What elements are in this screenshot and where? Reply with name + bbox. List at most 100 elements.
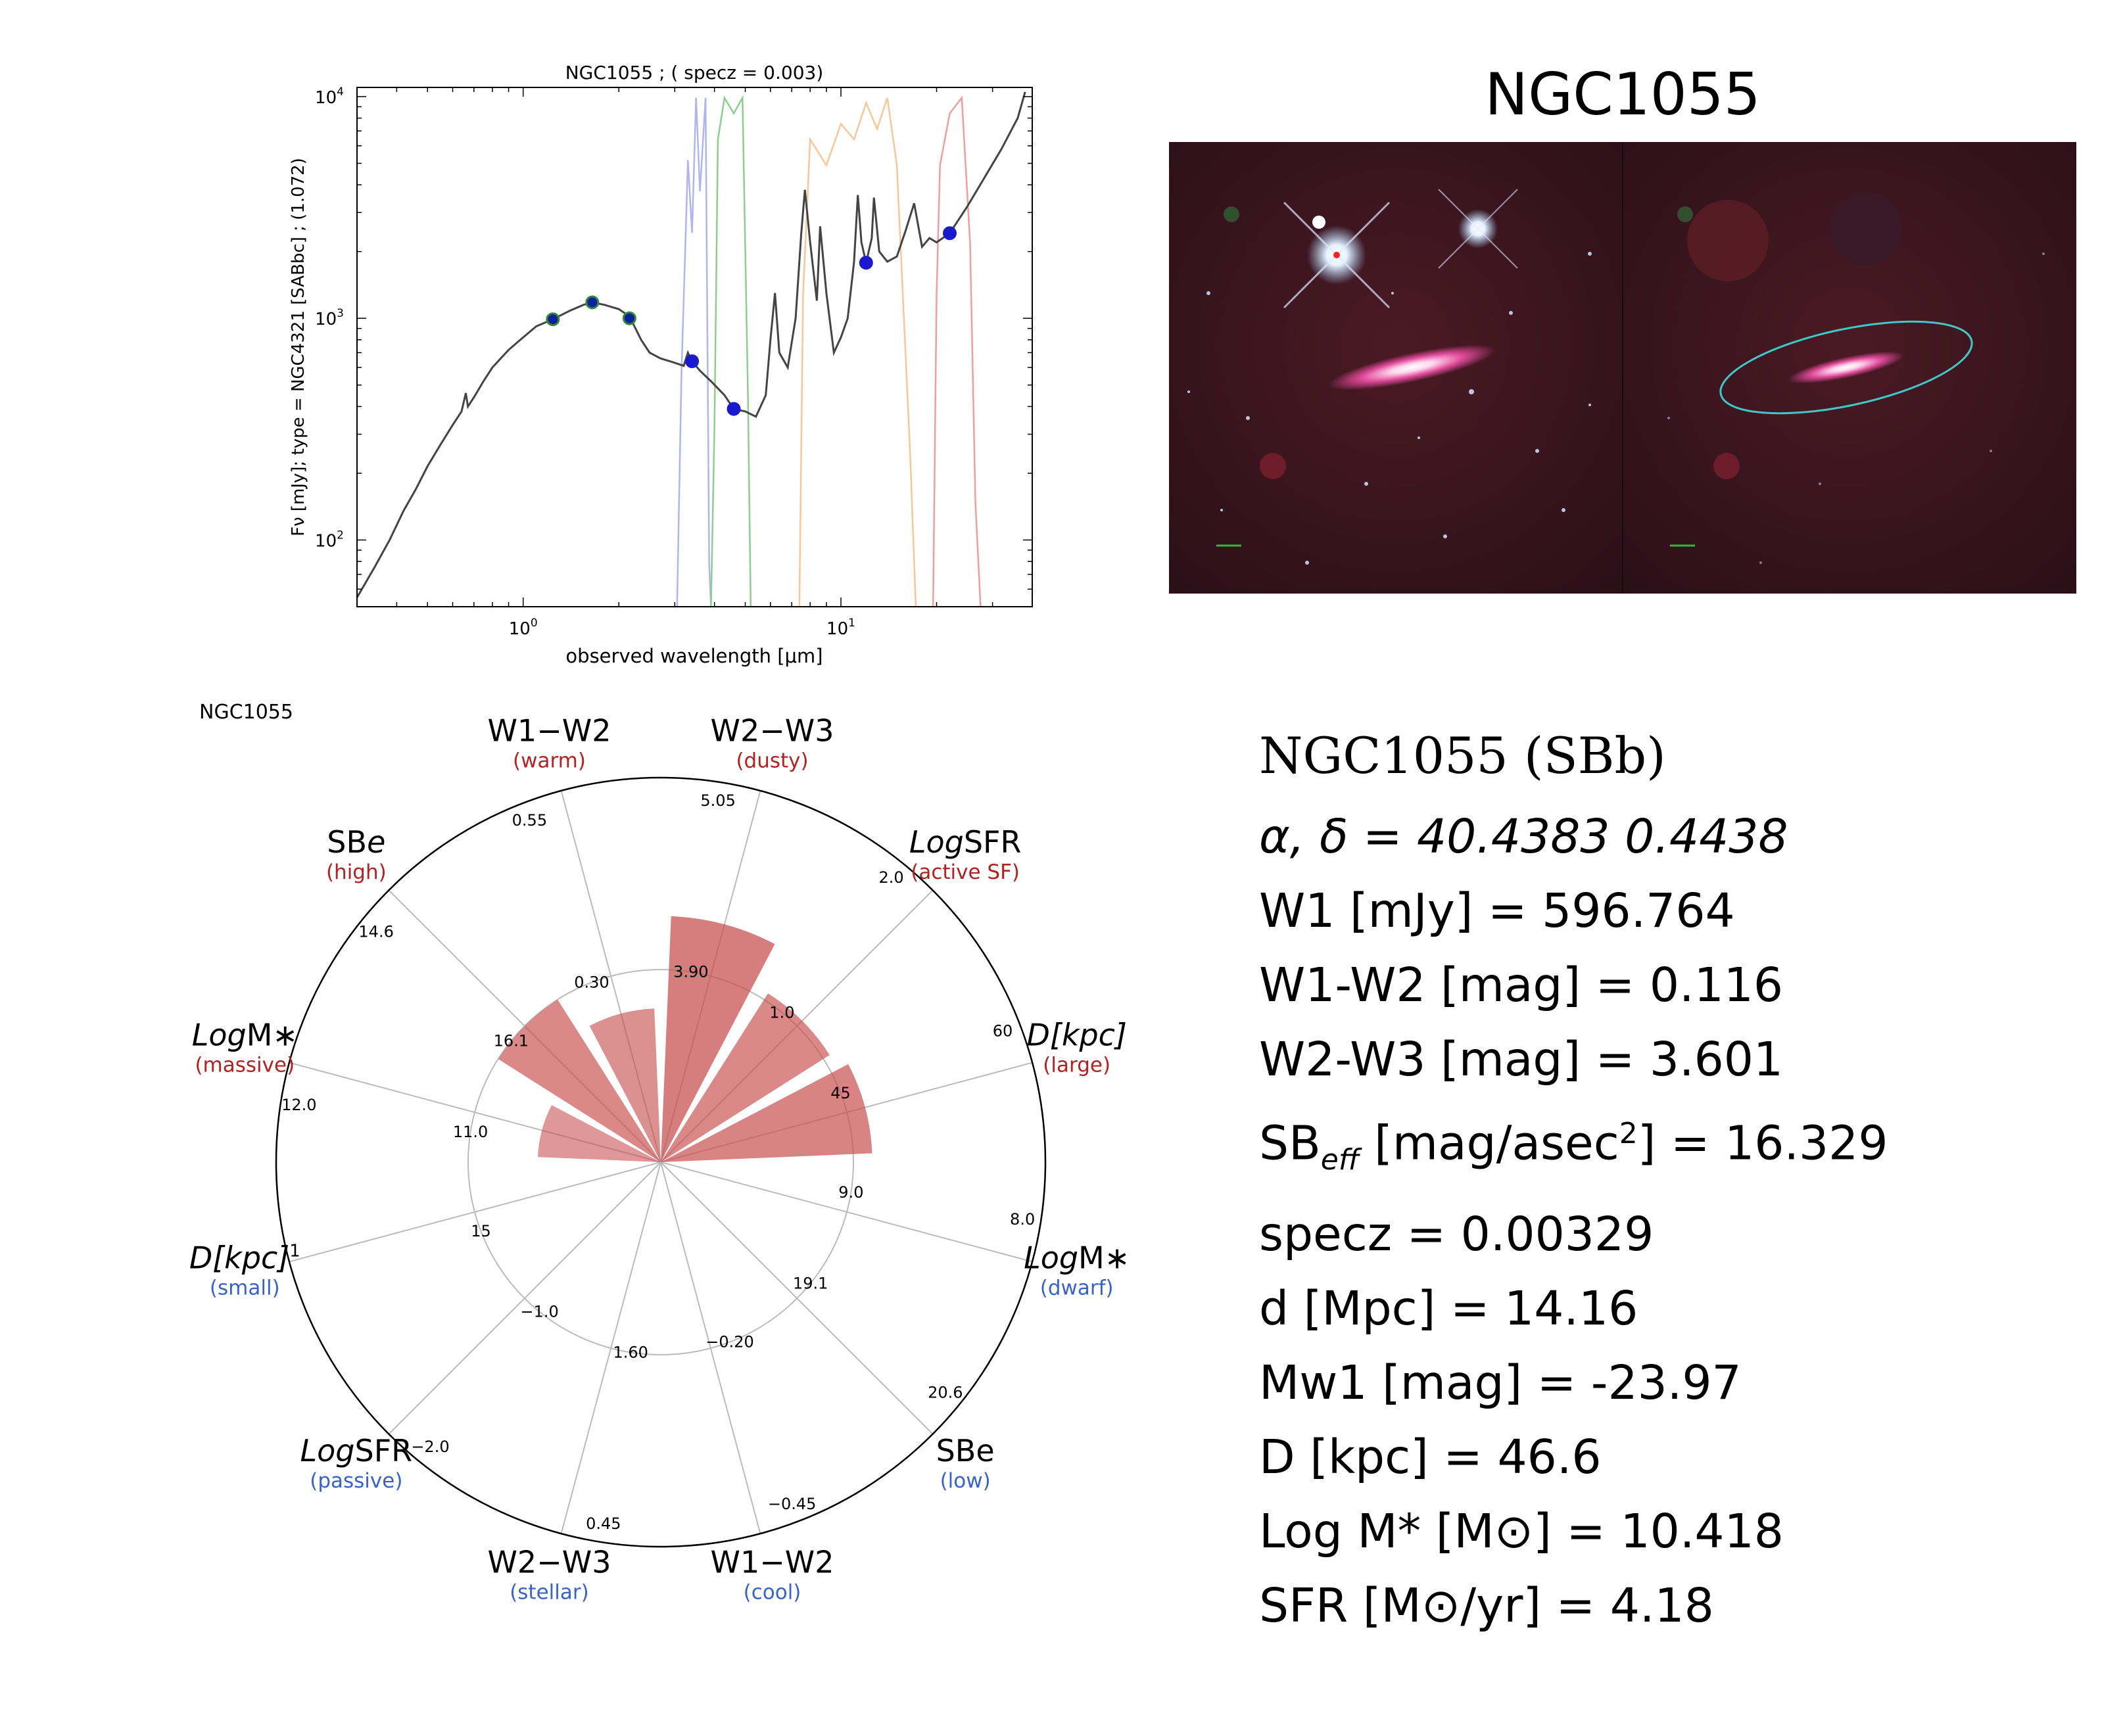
polar-name: NGC1055 [199, 701, 293, 724]
polar-tick-8-0: −1.0 [520, 1303, 558, 1321]
info-sbeff: SBeff [mag/asec2] = 16.329 [1259, 1115, 1888, 1177]
polar-tick-0-1: 0.55 [512, 811, 547, 830]
sed-point-1 [585, 295, 600, 310]
sed-point-0 [546, 312, 560, 327]
info-w1: W1 [mJy] = 596.764 [1259, 883, 1735, 938]
polar-spoke-9 [289, 1161, 661, 1263]
image-title: NGC1055 [1485, 60, 1761, 128]
polar-label-11: SBe [327, 824, 385, 860]
polar-sublabel-7: (stellar) [510, 1581, 589, 1605]
polar-label-9: D[kpc]1 [189, 1240, 300, 1276]
polar-tick-10-0: 11.0 [453, 1123, 488, 1141]
polar-tick-3-0: 45 [830, 1084, 851, 1102]
polar-tick-5-1: 20.6 [928, 1384, 963, 1402]
polar-sublabel-4: (dwarf) [1040, 1277, 1114, 1300]
galaxy-left [1328, 344, 1496, 390]
polar-tick-10-1: 12.0 [281, 1096, 316, 1114]
sed-ylabel: Fν [mJy]; type = NGC4321 [SABbc] ; (1.07… [289, 158, 308, 536]
polar-label-2: LogSFR [909, 824, 1022, 860]
polar-tick-6-0: −0.20 [705, 1333, 754, 1351]
polar-tick-7-1: 0.45 [586, 1514, 621, 1533]
sed-point-2 [622, 311, 636, 325]
polar-label-5: SBe [936, 1433, 995, 1468]
polar-inner-circle [467, 969, 854, 1355]
polar-label-8: LogSFR [300, 1433, 413, 1468]
sed-plot-frame [356, 87, 1033, 607]
polar-labels: 0.300.55W1−W2(warm)3.905.05W2−W3(dusty)1… [189, 713, 1130, 1604]
masked-star-1 [1687, 200, 1769, 281]
sed-xlabel: observed wavelength [μm] [565, 645, 823, 667]
info-specz: specz = 0.00329 [1259, 1206, 1654, 1261]
polar-sublabel-10: (massive) [195, 1053, 295, 1077]
polar-spoke-7 [560, 1161, 661, 1534]
polar-tick-8-1: −2.0 [411, 1438, 449, 1456]
polar-bar-3 [661, 1064, 872, 1162]
polar-label-6: W1−W2 [711, 1545, 834, 1580]
aperture-ellipse [1719, 320, 1973, 415]
filter-curve-0 [676, 97, 712, 607]
polar-bar-11 [498, 1000, 661, 1162]
info-panel: NGC1055 (SBb) α, δ = 40.4383 0.4438 W1 [… [1259, 726, 1888, 1643]
galaxy-image [1169, 142, 2076, 594]
info-coords: α, δ = 40.4383 0.4438 [1259, 809, 1788, 864]
galaxy-image-panel [1169, 142, 2076, 594]
polar-sublabel-0: (warm) [513, 749, 586, 772]
sed-point-3 [685, 354, 700, 369]
polar-tick-1-1: 5.05 [700, 791, 735, 810]
polar-bar-0 [589, 1008, 661, 1162]
polar-tick-7-0: 1.60 [613, 1343, 648, 1361]
filter-curve-1 [710, 95, 752, 607]
sed-title: NGC1055 ; ( specz = 0.003) [565, 62, 824, 83]
polar-label-0: W1−W2 [487, 713, 611, 748]
polar-spoke-6 [660, 1161, 761, 1534]
bright-star-1 [1283, 201, 1391, 309]
polar-label-4: LogM∗ [1024, 1240, 1130, 1276]
sed-ytick-1: 103 [315, 307, 344, 329]
info-w1w2: W1-W2 [mag] = 0.116 [1259, 958, 1784, 1012]
info-sfr: SFR [M⊙/yr] = 4.18 [1259, 1578, 1714, 1633]
sed-point-6 [943, 226, 957, 241]
info-heading: NGC1055 (SBb) [1259, 726, 1666, 785]
info-mw1: Mw1 [mag] = -23.97 [1259, 1355, 1742, 1410]
polar-outer-circle [275, 776, 1047, 1548]
polar-bar-10 [538, 1105, 661, 1162]
polar-label-3: D[kpc] [1026, 1017, 1126, 1052]
polar-sublabel-5: (low) [940, 1469, 991, 1493]
filter-curve-2 [798, 97, 917, 607]
polar-tick-5-0: 19.1 [793, 1274, 828, 1292]
polar-sublabel-2: (active SF) [911, 860, 1020, 884]
polar-tick-3-1: 60 [993, 1021, 1013, 1040]
sed-photometry-points [546, 226, 957, 416]
info-distance-mpc: d [Mpc] = 14.16 [1259, 1280, 1638, 1336]
polar-sublabel-8: (passive) [310, 1469, 402, 1493]
polar-bar-1 [661, 916, 775, 1162]
polar-tick-1-0: 3.90 [673, 963, 708, 981]
polar-tick-11-0: 16.1 [494, 1032, 529, 1050]
polar-spoke-5 [660, 1161, 934, 1435]
polar-sublabel-1: (dusty) [736, 749, 808, 772]
polar-spoke-8 [388, 1161, 661, 1435]
info-log-mass: Log M* [M⊙] = 10.418 [1259, 1503, 1784, 1559]
polar-bars [498, 916, 872, 1162]
polar-tick-0-0: 0.30 [574, 973, 609, 991]
polar-sublabel-11: (high) [326, 860, 387, 884]
sed-point-5 [859, 256, 873, 270]
sed-chart: NGC1055 ; ( specz = 0.003) 100 1011021031… [289, 62, 1033, 667]
polar-chart: NGC1055 0.300.55W1−W2(warm)3.905.05W2−W3… [189, 701, 1130, 1605]
polar-label-7: W2−W3 [487, 1545, 611, 1580]
polar-tick-2-0: 1.0 [769, 1003, 794, 1021]
polar-tick-4-1: 8.0 [1010, 1210, 1035, 1229]
polar-sublabel-6: (cool) [744, 1581, 801, 1605]
polar-sublabel-9: (small) [210, 1277, 280, 1300]
galaxy-right [1788, 351, 1905, 384]
bright-star-2 [1438, 189, 1518, 269]
info-w2w3: W2-W3 [mag] = 3.601 [1259, 1032, 1784, 1087]
polar-tick-9-0: 15 [471, 1222, 491, 1240]
filter-curve-3 [932, 95, 982, 607]
sed-template-line [356, 91, 1026, 598]
polar-tick-6-1: −0.45 [768, 1495, 817, 1513]
sed-filter-curves [676, 95, 982, 607]
polar-sublabel-3: (large) [1043, 1053, 1110, 1077]
masked-star-2 [1829, 192, 1903, 266]
